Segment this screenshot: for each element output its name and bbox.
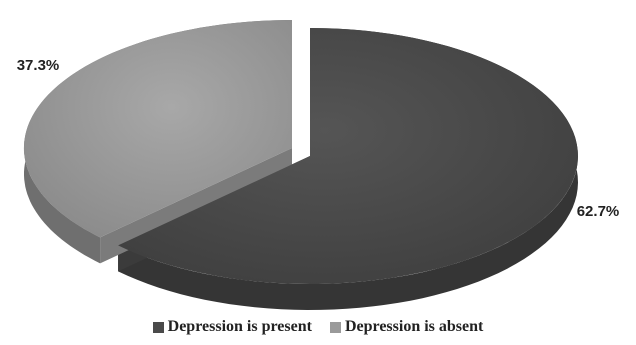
slice-tops	[23, 19, 578, 284]
legend-label-present: Depression is present	[167, 318, 312, 335]
slice-absent	[23, 19, 292, 238]
legend-swatch-absent	[329, 321, 341, 333]
data-label-absent: 37.3%	[17, 57, 60, 74]
legend-item-absent: Depression is absent	[329, 318, 484, 336]
slice-side-present	[118, 28, 578, 310]
legend-item-present: Depression is present	[152, 318, 312, 336]
legend-label-absent: Depression is absent	[344, 318, 484, 335]
data-label-present: 62.7%	[577, 203, 620, 220]
legend-swatch-present	[152, 321, 164, 333]
slice-present	[118, 28, 578, 284]
legend: Depression is present Depression is abse…	[0, 318, 636, 336]
